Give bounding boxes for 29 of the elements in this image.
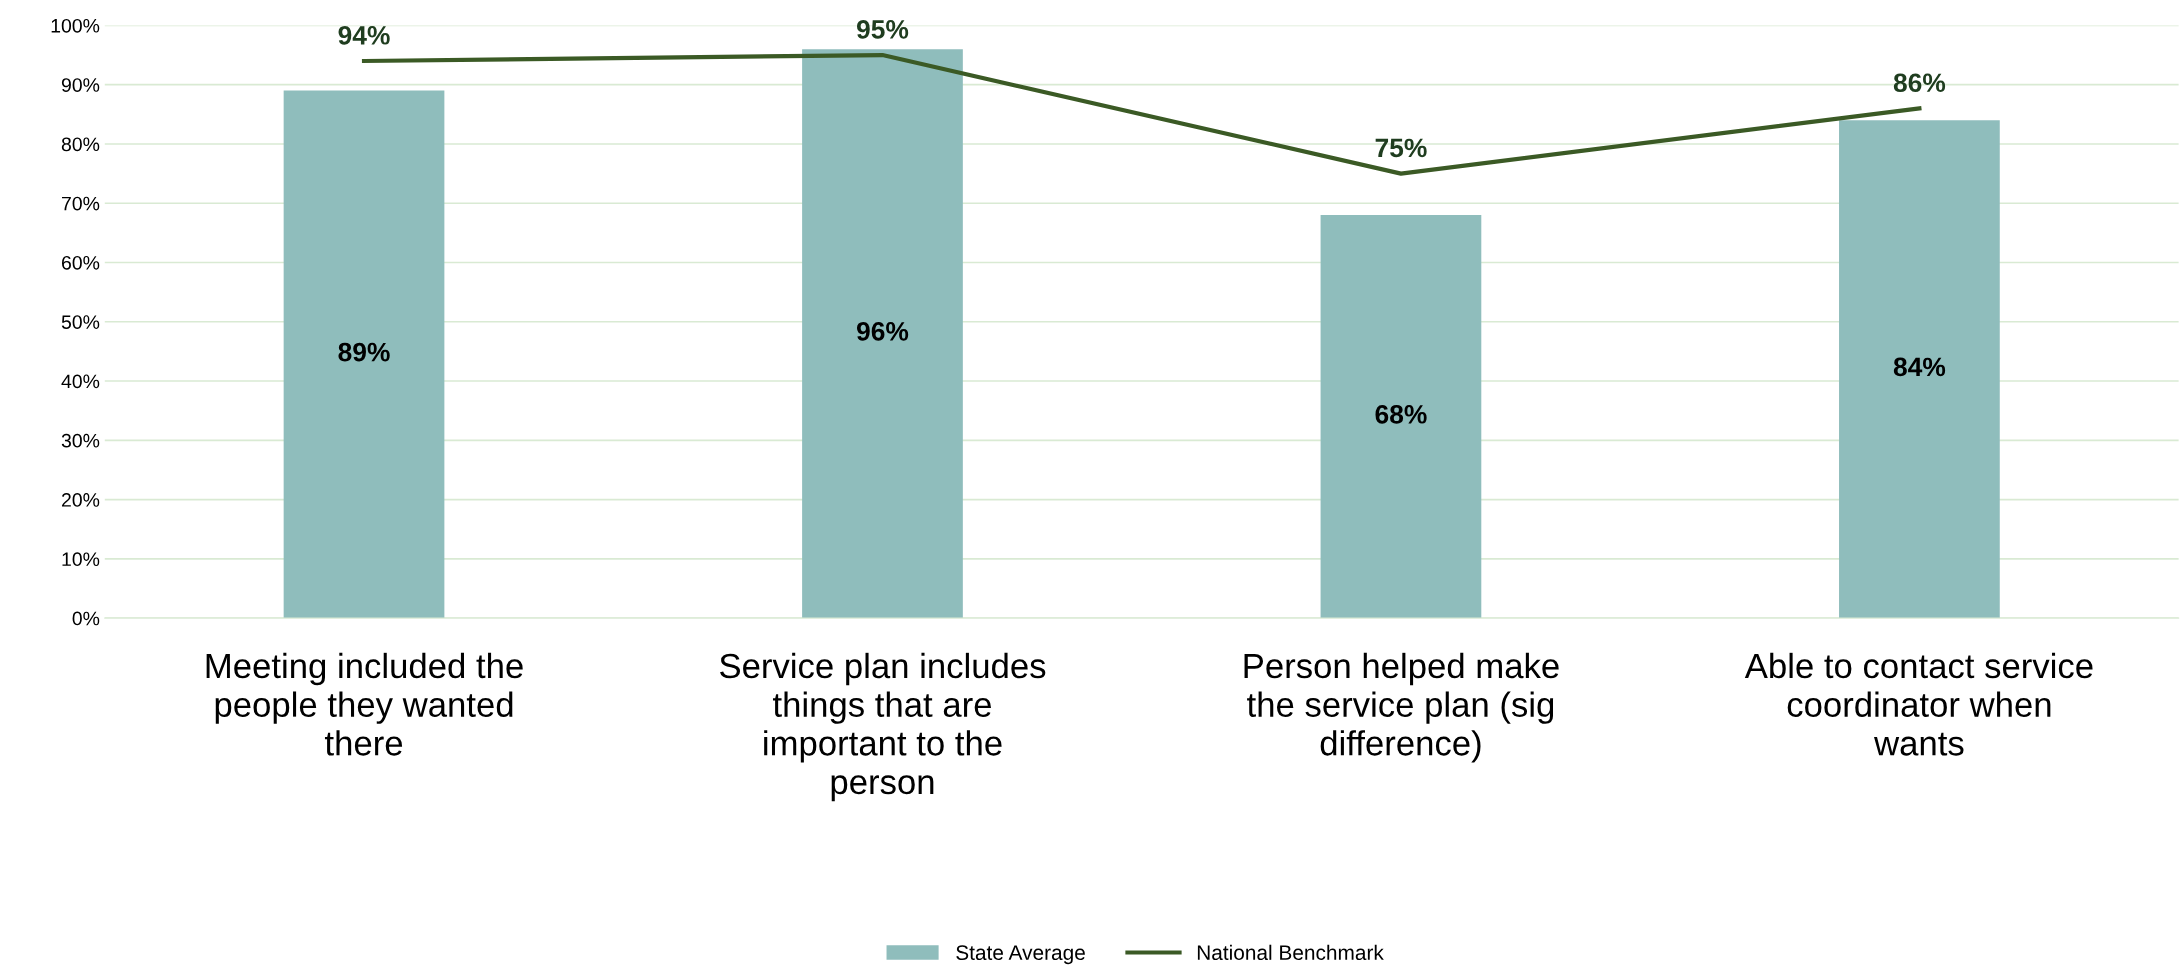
- y-tick-label: 40%: [61, 374, 100, 389]
- y-tick-label: 30%: [61, 433, 100, 448]
- data-label: 75%: [1375, 138, 1427, 158]
- x-tick-label: Service plan includes things that are important to the person: [720, 652, 1046, 802]
- bar: [1839, 120, 2000, 619]
- data-label: 84%: [1893, 357, 1946, 377]
- y-tick-label: 90%: [61, 78, 100, 92]
- legend-label: State Average: [956, 945, 1085, 965]
- data-label: 95%: [856, 20, 909, 39]
- y-tick-label: 10%: [62, 552, 100, 567]
- x-tick-label: Meeting included the people they wanted there: [206, 652, 523, 756]
- y-tick-label: 0%: [72, 611, 100, 626]
- y-tick-label: 100%: [51, 18, 100, 33]
- bar: [283, 90, 445, 619]
- data-label: 89%: [338, 342, 390, 362]
- y-tick-label: 60%: [61, 255, 100, 270]
- data-label: 68%: [1375, 404, 1427, 424]
- bar: [1320, 215, 1482, 619]
- y-tick-label: 50%: [61, 315, 100, 329]
- y-tick-label: 20%: [61, 493, 100, 507]
- x-tick-label: Able to contact service coordinator when wants: [1744, 652, 2093, 756]
- y-tick-label: 70%: [62, 196, 100, 211]
- data-label: 86%: [1893, 73, 1946, 93]
- data-label: 94%: [338, 25, 390, 45]
- y-tick-label: 80%: [61, 137, 100, 152]
- x-tick-label: Person helped make the service plan (sig difference): [1244, 652, 1559, 763]
- bar: [802, 49, 963, 619]
- data-label: 96%: [856, 322, 909, 341]
- legend-label: National Benchmark: [1197, 944, 1384, 961]
